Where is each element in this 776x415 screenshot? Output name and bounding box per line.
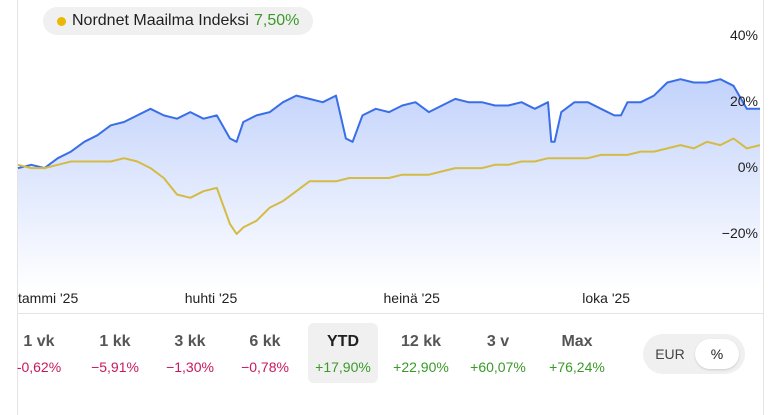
period-label: 3 kk <box>174 333 206 350</box>
period-label: Max <box>561 333 593 350</box>
period-change: +22,90% <box>393 359 449 375</box>
period-button-ytd[interactable]: YTD +17,90% <box>308 323 378 383</box>
divider <box>18 313 763 314</box>
period-change: −1,30% <box>166 359 214 375</box>
unit-eur-button[interactable]: EUR <box>655 346 685 362</box>
y-tick-label: −20% <box>721 225 758 241</box>
period-change: +76,24% <box>549 359 605 375</box>
unit-toggle: EUR % <box>643 334 745 374</box>
period-button-1-vk[interactable]: 1 vk -0,62% <box>4 323 74 383</box>
chart-area[interactable] <box>0 0 776 300</box>
period-label: 1 vk <box>23 333 55 350</box>
period-label: 6 kk <box>249 333 281 350</box>
period-button-3-v[interactable]: 3 v +60,07% <box>463 323 533 383</box>
period-change: −5,91% <box>91 359 139 375</box>
x-tick-label: loka '25 <box>582 290 631 306</box>
period-button-6-kk[interactable]: 6 kk −0,78% <box>230 323 300 383</box>
legend-series-value: 7,50% <box>253 12 300 29</box>
unit-percent-button[interactable]: % <box>695 339 739 369</box>
period-change: +60,07% <box>470 359 526 375</box>
period-label: YTD <box>327 333 359 350</box>
period-label: 12 kk <box>400 333 442 350</box>
period-button-1-kk[interactable]: 1 kk −5,91% <box>80 323 150 383</box>
x-tick-label: tammi '25 <box>18 290 79 306</box>
period-button-12-kk[interactable]: 12 kk +22,90% <box>386 323 456 383</box>
series-area-fill <box>18 79 760 290</box>
y-tick-label: 20% <box>729 93 758 110</box>
y-tick-label: 0% <box>737 159 758 176</box>
period-change: -0,62% <box>16 359 62 375</box>
y-tick-label: 40% <box>729 27 758 44</box>
period-label: 1 kk <box>99 333 131 350</box>
period-change: +17,90% <box>315 359 371 375</box>
series-line-main <box>17 78 760 170</box>
chart-right-border <box>763 0 764 415</box>
period-change: −0,78% <box>241 359 289 375</box>
chart-left-border <box>17 0 18 415</box>
series-line-benchmark <box>17 137 761 235</box>
legend-series-name: Nordnet Maailma Indeksi <box>72 12 249 29</box>
legend-dot-icon <box>57 16 66 26</box>
x-tick-label: huhti '25 <box>184 290 238 306</box>
period-button-3-kk[interactable]: 3 kk −1,30% <box>155 323 225 383</box>
legend-chip[interactable]: Nordnet Maailma Indeksi 7,50% <box>43 7 314 35</box>
period-button-max[interactable]: Max +76,24% <box>542 323 612 383</box>
x-tick-label: heinä '25 <box>383 290 440 306</box>
period-label: 3 v <box>486 333 510 350</box>
